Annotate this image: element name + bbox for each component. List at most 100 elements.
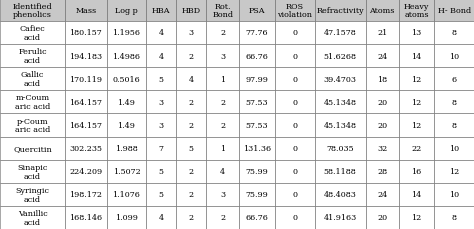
Bar [366,137,399,160]
Text: Syringic
acid: Syringic acid [16,186,50,203]
Bar [275,114,315,137]
Text: 2: 2 [189,98,194,106]
Bar [107,160,146,183]
Bar [434,137,474,160]
Bar [239,0,275,22]
Text: 2: 2 [220,29,226,37]
Bar [176,206,206,229]
Bar [206,137,239,160]
Text: 4: 4 [159,213,164,221]
Bar [176,114,206,137]
Bar [146,137,176,160]
Bar [107,114,146,137]
Bar [206,183,239,206]
Bar [399,206,434,229]
Bar [65,160,107,183]
Bar [275,22,315,45]
Text: 0.5016: 0.5016 [112,75,140,83]
Text: 7: 7 [159,144,164,153]
Text: Rot.
Bond: Rot. Bond [212,3,233,19]
Text: 1.4986: 1.4986 [112,52,140,60]
Bar [146,0,176,22]
Text: 21: 21 [377,29,387,37]
Bar [434,22,474,45]
Text: 57.53: 57.53 [246,98,268,106]
Bar [315,206,366,229]
Text: 224.209: 224.209 [69,167,102,175]
Bar [399,0,434,22]
Bar [399,160,434,183]
Bar [239,137,275,160]
Bar [275,206,315,229]
Text: 0: 0 [292,98,297,106]
Text: 164.157: 164.157 [69,98,102,106]
Bar [0,0,65,22]
Text: 77.76: 77.76 [246,29,268,37]
Bar [65,68,107,91]
Text: Heavy
atoms: Heavy atoms [404,3,429,19]
Bar [366,22,399,45]
Text: 5: 5 [159,167,164,175]
Text: p-Coum
aric acid: p-Coum aric acid [15,117,50,134]
Text: 302.235: 302.235 [69,144,102,153]
Text: 97.99: 97.99 [246,75,269,83]
Bar [0,22,65,45]
Text: 2: 2 [189,52,194,60]
Bar [315,114,366,137]
Text: PSA: PSA [249,7,265,15]
Text: 12: 12 [411,213,421,221]
Bar [146,45,176,68]
Bar [146,160,176,183]
Bar [366,114,399,137]
Bar [366,206,399,229]
Bar [107,183,146,206]
Bar [146,206,176,229]
Bar [107,206,146,229]
Text: 0: 0 [292,121,297,129]
Text: 48.4083: 48.4083 [324,191,356,199]
Bar [176,22,206,45]
Text: 180.157: 180.157 [70,29,102,37]
Bar [315,0,366,22]
Text: 168.146: 168.146 [69,213,102,221]
Bar [107,0,146,22]
Text: 12: 12 [411,75,421,83]
Text: Atoms: Atoms [369,7,395,15]
Bar [399,68,434,91]
Bar [434,0,474,22]
Text: 3: 3 [189,29,194,37]
Bar [275,68,315,91]
Bar [275,91,315,114]
Text: 2: 2 [189,121,194,129]
Bar [146,91,176,114]
Bar [434,68,474,91]
Bar [399,183,434,206]
Text: 20: 20 [377,121,387,129]
Text: 3: 3 [159,98,164,106]
Text: HBA: HBA [152,7,171,15]
Text: 5: 5 [159,75,164,83]
Text: Cafiec
acid: Cafiec acid [20,25,46,42]
Text: 45.1348: 45.1348 [324,121,357,129]
Text: 1.099: 1.099 [115,213,138,221]
Bar [176,137,206,160]
Bar [275,45,315,68]
Bar [146,114,176,137]
Text: 194.183: 194.183 [69,52,102,60]
Text: 4: 4 [159,29,164,37]
Text: 75.99: 75.99 [246,167,268,175]
Text: 8: 8 [452,29,456,37]
Text: 1: 1 [220,144,226,153]
Text: Gallic
acid: Gallic acid [21,71,44,88]
Text: 0: 0 [292,144,297,153]
Text: 131.36: 131.36 [243,144,271,153]
Bar [206,114,239,137]
Bar [0,91,65,114]
Text: 14: 14 [411,191,421,199]
Bar [0,206,65,229]
Bar [366,160,399,183]
Text: 75.99: 75.99 [246,191,268,199]
Bar [206,160,239,183]
Text: 0: 0 [292,191,297,199]
Text: 24: 24 [377,52,387,60]
